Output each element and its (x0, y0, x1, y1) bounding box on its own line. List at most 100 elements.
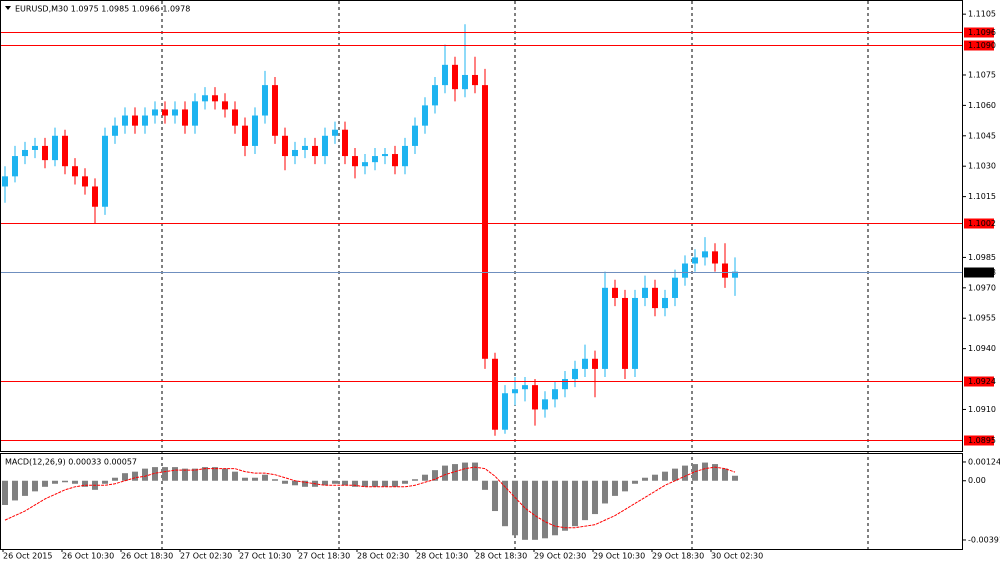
y-tick-label: 0.00124 (968, 457, 1000, 466)
candle-body (192, 101, 198, 126)
y-tick-label: 0.00 (968, 476, 986, 485)
macd-bar (272, 479, 278, 481)
candle-body (212, 95, 218, 102)
candle-body (302, 145, 308, 150)
level-tag (964, 376, 994, 387)
x-tick-label: 29 Oct 02:30 (534, 552, 586, 561)
level-label: 1.1096 (968, 28, 996, 37)
candle-body (172, 109, 178, 116)
candle-body (572, 368, 578, 380)
macd-bar (422, 474, 428, 481)
macd-bar (382, 480, 388, 487)
candle-body (62, 135, 68, 167)
candle-body (372, 156, 378, 163)
y-tick-label: 1.1045 (968, 131, 996, 140)
macd-bar (62, 480, 68, 483)
candle-body (402, 145, 408, 167)
candle-body (92, 186, 98, 207)
macd-bar (102, 480, 108, 484)
y-tick-label: 1.0910 (968, 405, 996, 414)
candle-body (132, 115, 138, 126)
macd-bar (592, 480, 598, 515)
candle-body (52, 135, 58, 161)
symbol-header: EURUSD,M30 1.0975 1.0985 1.0966 1.0978 (15, 5, 190, 14)
candle-body (482, 85, 488, 359)
candle-body (622, 297, 628, 369)
signal-line (4, 466, 736, 529)
candle-body (352, 156, 358, 167)
candle-body (592, 358, 598, 369)
candle-body (292, 149, 298, 157)
candle-body (72, 166, 78, 177)
macd-bar (702, 462, 708, 481)
x-tick-label: 26 Oct 18:30 (121, 552, 173, 561)
y-tick-label: 1.0940 (968, 344, 996, 353)
macd-panel-border (0, 453, 963, 550)
macd-bar (222, 468, 228, 481)
candle-body (492, 358, 498, 430)
candle-body (652, 287, 658, 309)
candle-body (202, 95, 208, 102)
level-tag (964, 27, 994, 38)
macd-bar (612, 480, 618, 496)
candle-body (562, 379, 568, 390)
macd-bar (32, 480, 38, 492)
candle-body (442, 64, 448, 86)
macd-bar (572, 480, 578, 527)
macd-bar (72, 480, 78, 484)
candle-body (242, 125, 248, 146)
macd-bar (682, 465, 688, 481)
macd-bar (672, 468, 678, 481)
candle-body (532, 385, 538, 410)
y-tick-label: 1.0955 (968, 314, 996, 323)
candle-body (182, 109, 188, 126)
macd-bar (302, 480, 308, 487)
x-tick-label: 27 Oct 10:30 (239, 552, 291, 561)
candle-body (542, 399, 548, 410)
macd-bar (82, 480, 88, 487)
candle-body (462, 74, 468, 90)
candle-body (662, 297, 668, 309)
x-tick-label: 30 Oct 02:30 (711, 552, 763, 561)
macd-bar (252, 477, 258, 481)
candle-body (642, 287, 648, 298)
macd-bar (212, 467, 218, 481)
candle-body (162, 109, 168, 116)
marks (1, 24, 962, 540)
macd-bar (362, 480, 368, 487)
macd-bar (232, 471, 238, 481)
candle-body (272, 85, 278, 136)
candle-body (512, 389, 518, 394)
candle-body (102, 135, 108, 207)
macd-bar (242, 477, 248, 481)
candle-body (232, 109, 238, 126)
candle-body (392, 154, 398, 167)
macd-bar (112, 477, 118, 481)
candle-body (282, 135, 288, 157)
candle-body (382, 154, 388, 157)
candle-body (362, 162, 368, 167)
level-label: 1.0924 (968, 377, 996, 386)
macd-bar (342, 480, 348, 486)
candle-body (612, 287, 618, 298)
macd-bar (22, 480, 28, 496)
macd-bar (552, 480, 558, 536)
candle-body (472, 74, 478, 86)
y-tick-label: 1.1030 (968, 162, 996, 171)
candle-body (42, 145, 48, 161)
candle-body (452, 64, 458, 90)
candle-body (582, 358, 588, 369)
macd-bar (732, 475, 738, 481)
macd-bar (642, 477, 648, 481)
macd-bar (42, 480, 48, 487)
level-tag (964, 435, 994, 446)
candle-body (222, 101, 228, 110)
price-panel-border (0, 0, 963, 452)
candle-body (22, 149, 28, 157)
candle-body (732, 271, 738, 278)
macd-bar (692, 464, 698, 481)
macd-bar (562, 480, 568, 531)
macd-bar (332, 480, 338, 484)
x-tick-label: 29 Oct 10:30 (593, 552, 645, 561)
macd-bar (652, 474, 658, 481)
